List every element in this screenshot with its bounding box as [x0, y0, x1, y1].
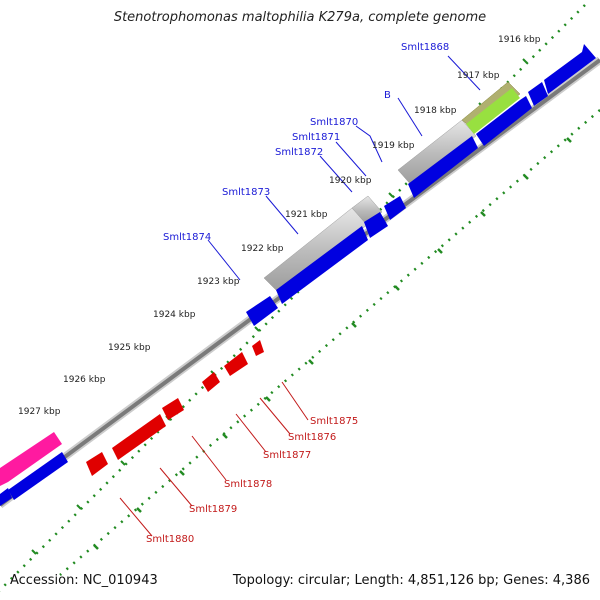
reverse-cds-group — [86, 340, 264, 476]
gene-label-smlt1878: Smlt1878 — [224, 479, 272, 490]
genome-summary-text: Topology: circular; Length: 4,851,126 bp… — [232, 573, 590, 588]
reverse-cds — [112, 414, 166, 460]
tick-label: 1921 kbp — [285, 210, 328, 220]
reverse-leader-lines — [119, 381, 309, 537]
gene-label-smlt1871: Smlt1871 — [292, 132, 340, 143]
accession-text: Accession: NC_010943 — [10, 573, 158, 588]
forward-cds — [384, 196, 406, 220]
pink-feature — [0, 432, 62, 486]
gene-label-smlt1875: Smlt1875 — [310, 416, 358, 427]
inner-major-ticks — [93, 137, 572, 550]
tick-label: 1916 kbp — [498, 35, 541, 45]
map-title: Stenotrophomonas maltophilia K279a, comp… — [113, 10, 487, 25]
gene-label-b: B — [384, 90, 391, 101]
tick-label: 1927 kbp — [18, 407, 61, 417]
gene-label-smlt1879: Smlt1879 — [189, 504, 237, 515]
tick-label: 1919 kbp — [372, 141, 415, 151]
gene-label-smlt1880: Smlt1880 — [146, 534, 194, 545]
gene-label-smlt1876: Smlt1876 — [288, 432, 336, 443]
reverse-cds — [86, 452, 108, 476]
forward-cds-group — [0, 44, 596, 506]
reverse-cds — [162, 398, 184, 420]
tick-label: 1918 kbp — [414, 106, 457, 116]
forward-cds — [364, 212, 388, 238]
tick-label: 1924 kbp — [153, 310, 196, 320]
grey-feature-3 — [397, 119, 477, 187]
forward-cds — [246, 296, 278, 326]
inner-tick-track — [59, 109, 600, 576]
forward-cds — [408, 136, 478, 198]
gene-label-smlt1868: Smlt1868 — [401, 42, 449, 53]
tick-label: 1920 kbp — [329, 176, 372, 186]
reverse-cds — [224, 352, 248, 376]
tick-label: 1917 kbp — [457, 71, 500, 81]
gene-label-smlt1877: Smlt1877 — [263, 450, 311, 461]
tick-label: 1922 kbp — [241, 244, 284, 254]
forward-cds — [528, 82, 548, 106]
forward-leader-lines — [207, 55, 481, 281]
forward-cds — [276, 226, 368, 304]
gene-label-smlt1872: Smlt1872 — [275, 147, 323, 158]
forward-cds — [0, 488, 12, 506]
tick-label: 1926 kbp — [63, 375, 106, 385]
green-feature — [466, 88, 520, 134]
reverse-cds — [252, 340, 264, 356]
gene-label-smlt1873: Smlt1873 — [222, 187, 270, 198]
tick-label: 1923 kbp — [197, 277, 240, 287]
reverse-cds — [202, 372, 220, 392]
gene-label-smlt1874: Smlt1874 — [163, 232, 211, 243]
forward-cds — [544, 44, 596, 94]
gene-label-smlt1870: Smlt1870 — [310, 117, 358, 128]
tick-label: 1925 kbp — [108, 343, 151, 353]
forward-cds — [476, 96, 532, 146]
forward-cds — [8, 452, 68, 500]
